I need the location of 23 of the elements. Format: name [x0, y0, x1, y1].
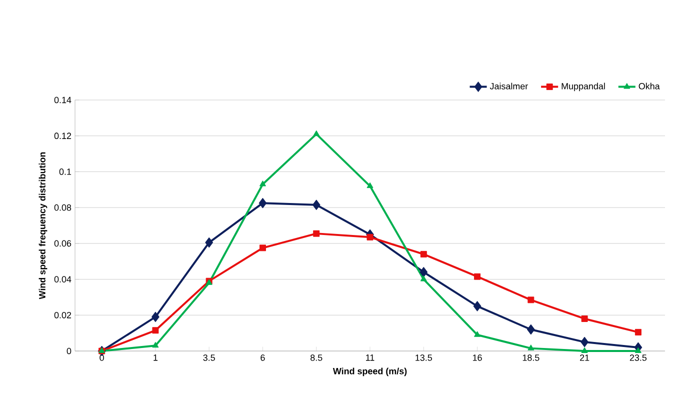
y-tick-label: 0 [66, 348, 72, 354]
y-tick-label: 0.12 [54, 132, 72, 140]
x-axis-title: Wind speed (m/s) [332, 368, 407, 376]
y-axis-title: Wind speed frequency distribution [38, 152, 48, 300]
x-tick-label: 18.5 [522, 354, 540, 361]
legend-label: Okha [638, 82, 660, 90]
y-tick-label: 0.02 [54, 312, 72, 318]
x-tick-label: 21 [580, 354, 590, 361]
x-tick-label: 3.5 [203, 354, 215, 361]
y-tick-label: 0.14 [54, 96, 72, 104]
x-tick-label: 8.5 [310, 354, 322, 361]
y-tick-label: 0.04 [54, 276, 72, 282]
legend-label: Muppandal [562, 82, 605, 92]
x-tick-label: 23.5 [630, 354, 647, 361]
x-tick-label: 13.5 [416, 354, 432, 361]
y-tick-label: 0.1 [59, 168, 72, 175]
y-tick-label: 0.08 [54, 204, 72, 211]
x-tick-label: 1 [154, 354, 158, 361]
x-tick-label: 6 [260, 354, 265, 361]
x-tick-label: 11 [366, 354, 374, 361]
x-tick-label: 16 [472, 354, 482, 361]
legend-label: Jaisalmer [490, 82, 528, 90]
y-tick-label: 0.06 [54, 240, 72, 247]
